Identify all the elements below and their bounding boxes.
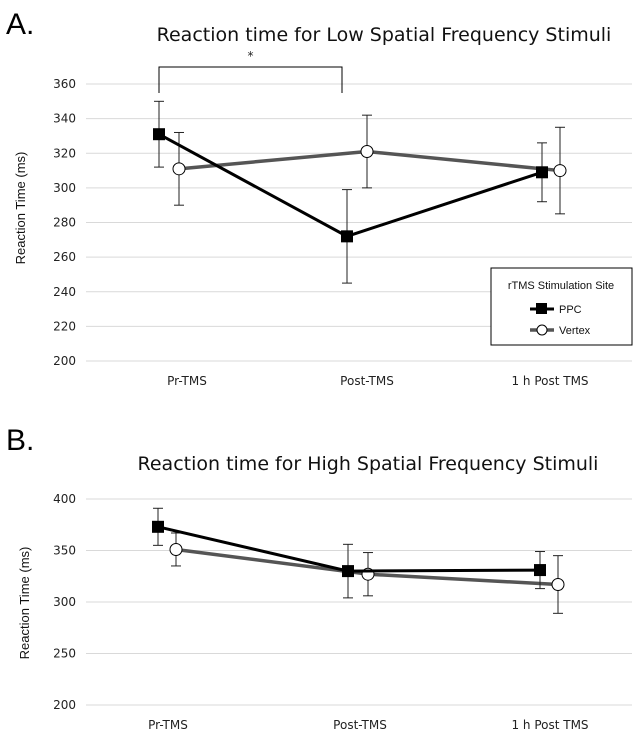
panel-a-x-ticks: Pr-TMS Post-TMS 1 h Post TMS	[167, 374, 588, 388]
legend-ppc-marker	[536, 303, 547, 314]
panel-b-label: B.	[6, 424, 34, 457]
x-tick-label: 1 h Post TMS	[511, 718, 588, 732]
y-tick-label: 400	[53, 492, 76, 506]
y-tick-label: 320	[53, 146, 76, 160]
y-tick-label: 300	[53, 595, 76, 609]
data-point-square	[153, 128, 165, 141]
series-line	[157, 525, 541, 573]
y-tick-label: 300	[53, 181, 76, 195]
data-point-circle	[553, 164, 567, 178]
data-point-square	[342, 565, 354, 578]
x-tick-label: Post-TMS	[340, 374, 394, 388]
data-point-circle	[172, 162, 186, 176]
y-tick-label: 350	[53, 544, 76, 558]
x-tick-label: Pr-TMS	[167, 374, 207, 388]
y-tick-label: 250	[53, 647, 76, 661]
data-point-square	[341, 230, 353, 243]
legend-vertex-marker	[536, 324, 548, 336]
series-ppc	[152, 507, 546, 599]
y-tick-label: 200	[53, 354, 76, 368]
y-tick-label: 220	[53, 319, 76, 333]
panel-a-series	[153, 100, 567, 284]
panel-b: B. Reaction time for High Spatial Freque…	[6, 424, 632, 732]
significance-star: *	[248, 49, 254, 63]
series-vertex	[172, 114, 567, 215]
data-point-circle	[551, 577, 565, 591]
x-tick-label: Pr-TMS	[148, 718, 188, 732]
panel-a-y-ticks: 200 220 240 260 280 300 320 340 360	[53, 77, 76, 368]
legend-vertex-label: Vertex	[559, 325, 591, 337]
y-tick-label: 340	[53, 112, 76, 126]
data-point-circle	[169, 542, 183, 556]
series-ppc	[153, 100, 548, 284]
panel-b-y-ticks: 200 250 300 350 400	[53, 492, 76, 712]
y-tick-label: 240	[53, 285, 76, 299]
panel-b-y-axis-label: Reaction Time (ms)	[17, 547, 32, 660]
legend-ppc-label: PPC	[559, 304, 582, 316]
panel-a-legend: rTMS Stimulation Site PPC Vertex	[490, 267, 633, 346]
series-vertex	[169, 532, 565, 614]
data-point-square	[536, 166, 548, 179]
panel-b-series	[152, 507, 565, 614]
legend-box	[490, 267, 633, 346]
panel-a-significance: *	[158, 49, 343, 93]
x-tick-label: Post-TMS	[333, 718, 387, 732]
data-point-circle	[360, 145, 374, 159]
data-point-square	[152, 520, 164, 533]
panel-b-x-ticks: Pr-TMS Post-TMS 1 h Post TMS	[148, 718, 588, 732]
panel-a-title: Reaction time for Low Spatial Frequency …	[157, 24, 612, 46]
significance-bracket	[158, 66, 343, 93]
y-tick-label: 200	[53, 698, 76, 712]
panel-a: A. Reaction time for Low Spatial Frequen…	[6, 8, 633, 388]
panel-a-label: A.	[6, 8, 34, 41]
x-tick-label: 1 h Post TMS	[511, 374, 588, 388]
panel-a-gridlines	[86, 83, 632, 362]
y-tick-label: 280	[53, 216, 76, 230]
y-tick-label: 260	[53, 250, 76, 264]
data-point-square	[534, 564, 546, 577]
legend-title: rTMS Stimulation Site	[508, 280, 614, 292]
y-tick-label: 360	[53, 77, 76, 91]
series-line	[158, 132, 543, 238]
panel-a-y-axis-label: Reaction Time (ms)	[13, 152, 28, 265]
panel-b-title: Reaction time for High Spatial Frequency…	[138, 453, 599, 475]
